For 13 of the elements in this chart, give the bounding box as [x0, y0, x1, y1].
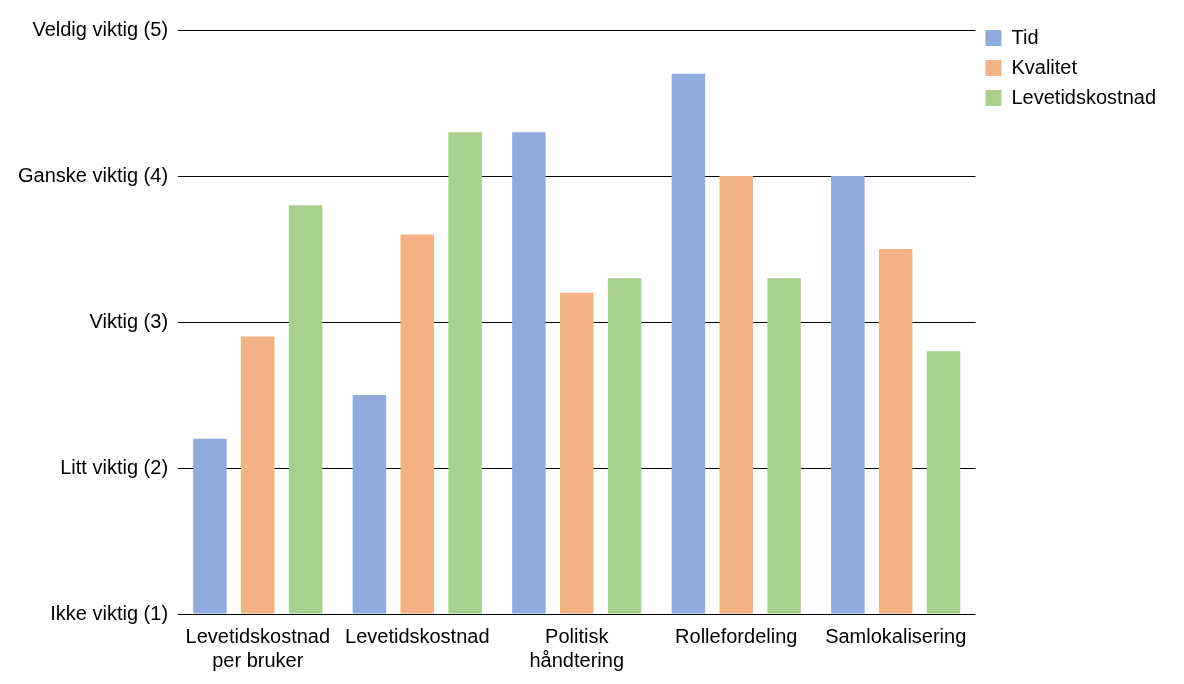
- y-tick-label: Viktig (3): [89, 309, 169, 332]
- legend-label: Tid: [1011, 25, 1039, 48]
- x-tick-label: Samlokalisering: [825, 624, 967, 647]
- x-tick-label: Levetidskostnad: [345, 624, 490, 647]
- x-tick-label: Levetidskostnad per bruker: [185, 624, 331, 671]
- legend-label: Levetidskostnad: [1011, 85, 1157, 108]
- y-tick-label: Veldig viktig (5): [32, 17, 169, 40]
- y-tick-label: Litt viktig (2): [60, 455, 169, 478]
- x-tick-label: Politisk håndtering: [529, 624, 625, 671]
- y-tick-label: Ikke viktig (1): [50, 601, 169, 624]
- y-tick-label: Ganske viktig (4): [17, 163, 169, 186]
- legend-label: Kvalitet: [1011, 55, 1078, 78]
- x-tick-label: Rollefordeling: [675, 624, 798, 647]
